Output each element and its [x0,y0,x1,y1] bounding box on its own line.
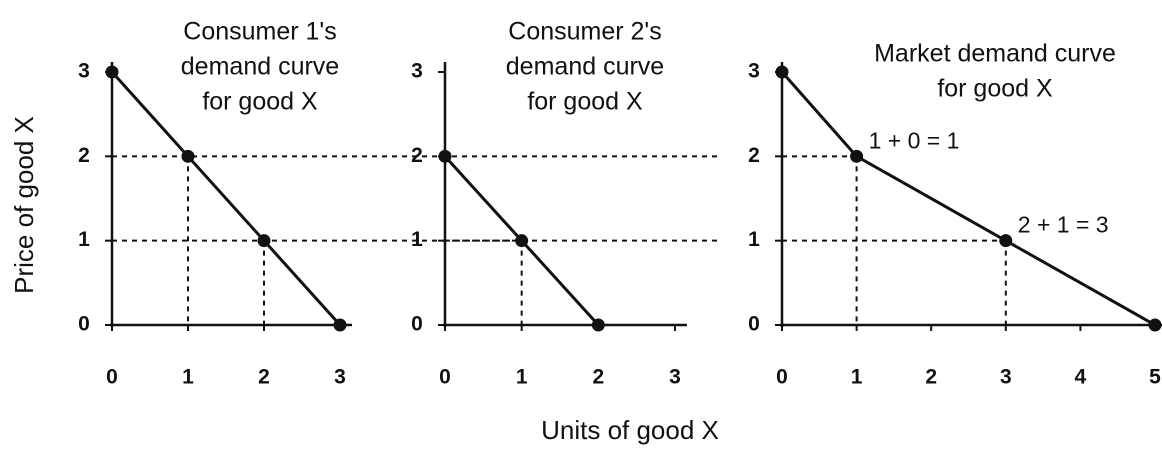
point [257,234,271,248]
x-tick-label: 0 [106,366,118,389]
y-tick-label: 1 [411,228,423,251]
point [438,149,452,163]
point [105,65,119,79]
annotation: 2 + 1 = 3 [1018,212,1109,238]
point [515,234,529,248]
x-tick-label: 0 [776,366,788,389]
y-tick-label: 3 [748,60,760,83]
chart-title: for good X [937,75,1053,103]
point [333,318,347,332]
chart-title: Consumer 1's [183,18,336,46]
x-tick-label: 2 [592,366,604,389]
demand-line [780,71,1156,327]
x-tick-label: 2 [258,366,270,389]
demand-line [110,70,342,327]
y-tick-label: 2 [411,144,423,167]
chart-title: Consumer 2's [508,18,661,46]
x-tick-label: 3 [1000,366,1012,389]
x-tick-label: 2 [925,366,937,389]
x-axis-label: Units of good X [541,415,719,445]
y-axis-label: Price of good X [9,116,39,294]
y-tick-label: 1 [78,228,90,251]
point [999,234,1013,248]
x-tick-label: 3 [334,366,346,389]
x-tick-label: 3 [669,366,681,389]
point [181,149,195,163]
point [1148,318,1162,332]
y-tick-label: 3 [411,60,423,83]
x-tick-label: 1 [851,366,863,389]
chart-title: demand curve [181,53,339,81]
point [775,65,789,79]
chart-title: for good X [527,88,643,116]
x-tick-label: 1 [182,366,194,389]
y-tick-label: 0 [748,313,760,336]
x-tick-label: 0 [439,366,451,389]
y-tick-label: 1 [748,228,760,251]
y-tick-label: 2 [748,144,760,167]
y-tick-label: 3 [78,60,90,83]
point [591,318,605,332]
chart-title: Market demand curve [874,40,1116,68]
y-tick-label: 0 [78,313,90,336]
point [850,149,864,163]
x-tick-label: 5 [1149,366,1161,389]
annotation: 1 + 0 = 1 [869,127,960,153]
chart-title: for good X [202,88,318,116]
y-tick-label: 0 [411,313,423,336]
x-tick-label: 4 [1075,366,1087,389]
y-tick-label: 2 [78,144,90,167]
x-tick-label: 1 [516,366,528,389]
chart-title: demand curve [506,53,664,81]
